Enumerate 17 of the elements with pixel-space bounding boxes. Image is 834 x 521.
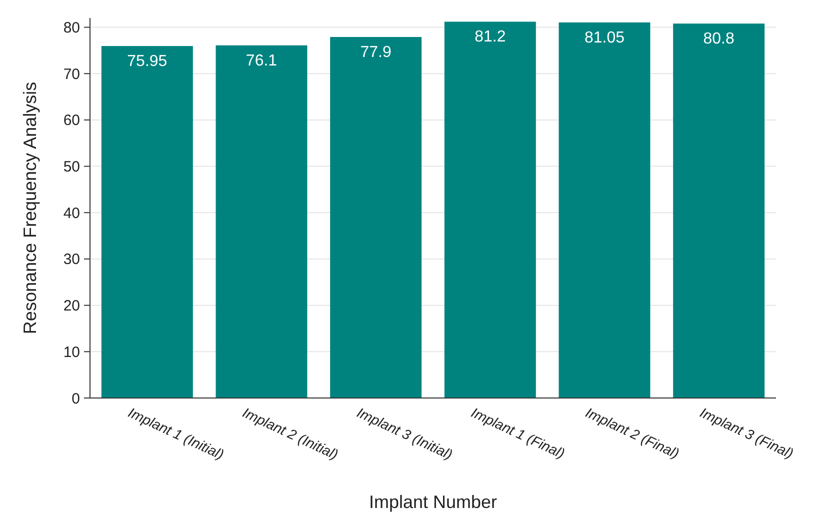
y-tick-label: 0 [72, 390, 80, 408]
data-label: 80.8 [703, 30, 735, 48]
data-label: 75.95 [127, 53, 168, 70]
y-tick-label: 30 [63, 251, 80, 268]
data-label: 81.05 [584, 29, 625, 46]
data-label: 81.2 [474, 28, 506, 46]
y-tick-label: 70 [63, 66, 80, 83]
y-tick-label: 10 [63, 344, 80, 361]
y-tick-label: 20 [63, 298, 80, 315]
x-axis-title: Implant Number [368, 492, 498, 512]
y-tick-label: 50 [63, 158, 80, 176]
data-label: 76.1 [246, 52, 278, 70]
y-tick-label: 40 [63, 204, 80, 222]
y-tick-label: 80 [63, 20, 80, 37]
y-axis-title: Resonance Frequency Analysis [20, 82, 40, 334]
data-label: 77.9 [360, 44, 392, 61]
y-tick-label: 60 [63, 112, 80, 130]
